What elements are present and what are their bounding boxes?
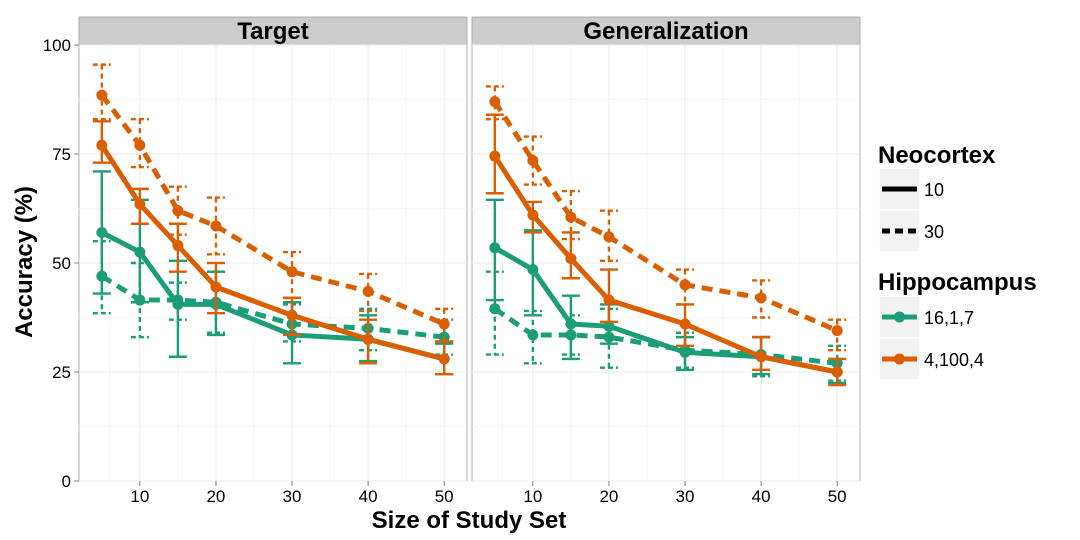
data-point [527, 209, 539, 221]
data-point [603, 231, 615, 243]
x-tick-label: 10 [130, 487, 149, 506]
legend-key-neocortex-30: 30 [878, 209, 944, 253]
data-point [489, 303, 501, 315]
error-bar [523, 309, 542, 365]
data-point [679, 344, 691, 356]
y-tick-label: 0 [62, 472, 71, 491]
error-bar [676, 268, 695, 306]
data-point [679, 279, 691, 291]
data-point [831, 366, 843, 378]
data-point [565, 211, 577, 223]
error-bar [130, 117, 149, 169]
error-bar [485, 270, 504, 356]
legend-title-hippocampus: Hippocampus [878, 269, 1037, 296]
data-point [527, 329, 539, 341]
legend-key-hippocampus-4-100-4: 4,100,4 [878, 337, 984, 381]
data-point [565, 329, 577, 341]
y-tick-label: 100 [43, 36, 71, 55]
x-axis-title: Size of Study Set [372, 507, 567, 534]
series-hippo-4-100-4-neo-10 [92, 120, 454, 376]
x-tick-label: 20 [599, 487, 618, 506]
facet-strip [471, 16, 861, 46]
series-hippo-4-100-4-neo-30 [92, 63, 454, 343]
error-bar [561, 189, 580, 241]
legend-key-neocortex-10: 10 [878, 167, 944, 211]
series-hippo-4-100-4-neo-10 [485, 113, 847, 387]
data-point [210, 220, 222, 232]
x-tick-label: 40 [752, 487, 771, 506]
data-point [679, 318, 691, 330]
legend-label: 10 [924, 180, 944, 200]
panel-target: Target 10 20 30 40 50 [78, 16, 468, 506]
y-tick-label: 50 [52, 254, 71, 273]
data-point [134, 294, 146, 306]
x-tick-label: 30 [676, 487, 695, 506]
x-tick-label: 40 [359, 487, 378, 506]
x-tick-label: 10 [523, 487, 542, 506]
legend-label: 30 [924, 222, 944, 242]
legend-key-point [894, 311, 905, 323]
data-point [286, 266, 298, 278]
y-tick-label: 75 [52, 145, 71, 164]
panels-layer: Target 10 20 30 40 50 Generalization 10 20 30 40 50… [43, 16, 861, 506]
legend-key-hippocampus-16-1-7: 16,1,7 [878, 295, 974, 339]
data-point [172, 240, 184, 252]
error-bar [828, 318, 847, 352]
x-tick-label: 50 [435, 487, 454, 506]
data-point [489, 242, 501, 254]
data-point [134, 139, 146, 151]
error-bar [599, 209, 618, 263]
legend-key-point [894, 353, 905, 365]
facet-strip [78, 16, 468, 46]
legend-label: 16,1,7 [924, 308, 974, 328]
data-point [362, 333, 374, 345]
data-point [362, 285, 374, 297]
data-point [210, 281, 222, 293]
data-point [489, 96, 501, 108]
data-point [603, 294, 615, 306]
panel-generalization: Generalization 10 20 30 40 50 [471, 16, 861, 506]
error-bar [523, 135, 542, 186]
data-point [603, 320, 615, 332]
data-point [96, 226, 108, 238]
data-point [286, 309, 298, 321]
facet-strip-label: Target [237, 18, 309, 45]
data-point [96, 139, 108, 151]
facet-strip-label: Generalization [583, 18, 748, 45]
x-tick-label: 30 [283, 487, 302, 506]
data-point [172, 294, 184, 306]
error-bar [168, 185, 187, 236]
x-tick-label: 50 [828, 487, 847, 506]
data-point [96, 270, 108, 282]
data-point [438, 318, 450, 330]
data-point [527, 264, 539, 276]
y-axis-title: Accuracy (%) [11, 186, 38, 338]
legend-label: 4,100,4 [924, 350, 984, 370]
legend-hippocampus-items: 16,1,7 4,100,4 [878, 295, 984, 381]
legend: Neocortex 10 30 Hippocampus 16,1,7 4,100,4 [878, 142, 1037, 381]
legend-title-neocortex: Neocortex [878, 142, 996, 169]
data-point [134, 198, 146, 210]
series-hippo-4-100-4-neo-30 [485, 85, 847, 352]
data-point [438, 353, 450, 365]
error-bar [485, 85, 504, 121]
data-point [527, 155, 539, 167]
data-point [831, 325, 843, 337]
error-bar [92, 239, 111, 315]
data-point [134, 246, 146, 258]
data-point [489, 150, 501, 162]
data-point [565, 253, 577, 265]
data-point [96, 89, 108, 101]
data-point [565, 318, 577, 330]
data-point [603, 331, 615, 343]
error-bar [435, 307, 454, 343]
data-point [172, 205, 184, 217]
legend-neocortex-items: 10 30 [878, 167, 944, 253]
data-point [755, 292, 767, 304]
data-point [755, 351, 767, 363]
x-tick-label: 20 [206, 487, 225, 506]
y-tick-label: 25 [52, 363, 71, 382]
